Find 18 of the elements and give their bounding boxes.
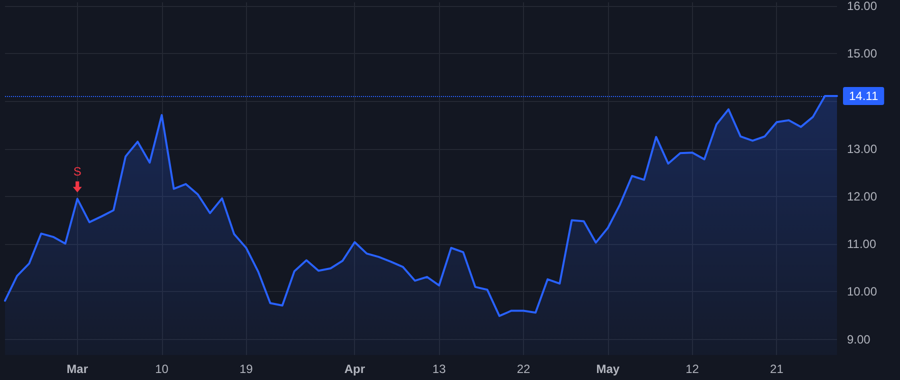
ref-line-label: 14.11 [849,88,878,103]
x-tick-label: 10 [155,362,169,376]
y-tick-label: 11.00 [847,237,876,252]
y-tick-label: 9.00 [847,332,871,346]
x-tick-label: May [596,362,620,376]
x-tick-label: 22 [516,362,530,376]
y-tick-label: 15.00 [847,46,878,61]
x-tick-label: 13 [432,362,446,376]
x-tick-label: 12 [686,362,700,376]
x-tick-label: Mar [66,362,88,376]
y-tick-label: 10.00 [847,284,878,299]
y-tick-label: 16.00 [847,0,878,13]
y-tick-label: 13.00 [847,142,878,156]
y-tick-label: 12.00 [847,189,878,204]
x-tick-label: 21 [770,362,784,376]
x-tick-label: Apr [344,362,366,376]
x-tick-label: 19 [239,362,254,376]
annotation: S [73,164,82,178]
